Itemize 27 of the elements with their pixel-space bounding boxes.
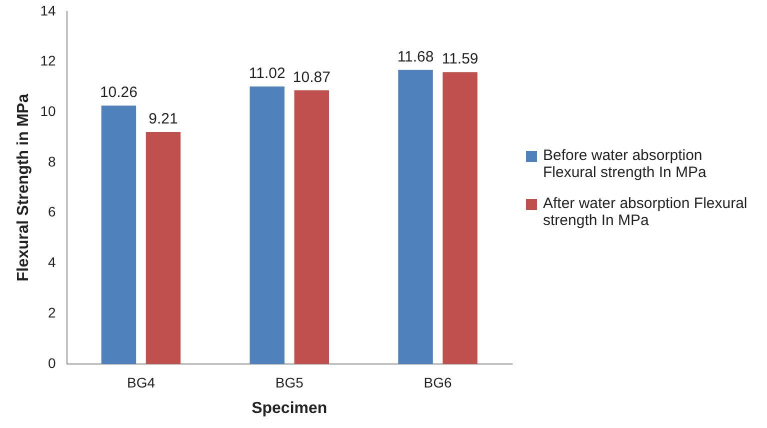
y-tick-label: 2 [48, 304, 56, 320]
data-label: 11.02 [248, 65, 286, 82]
data-label: 10.87 [292, 68, 330, 86]
bar [101, 106, 136, 364]
x-axis-title: Specimen [252, 400, 328, 417]
data-label: 11.59 [442, 50, 478, 68]
data-label: 10.26 [100, 84, 138, 102]
y-axis-title: Flexural Strength in MPa [15, 94, 32, 282]
data-label: 9.21 [148, 110, 178, 128]
bar [442, 72, 478, 364]
x-tick-label: BG6 [424, 374, 452, 390]
y-tick-label: 6 [48, 204, 56, 220]
data-label: 11.68 [397, 48, 434, 66]
bar [146, 132, 181, 364]
legend-label: After water absorption Flexural strength In MPa [543, 194, 748, 229]
y-tick-label: 0 [48, 354, 56, 371]
legend-label: Before water absorption Flexural strength In MPa [543, 146, 708, 181]
y-tick-label: 4 [48, 254, 56, 270]
bar [250, 86, 284, 364]
y-tick-label: 14 [40, 2, 56, 18]
bar [294, 90, 330, 364]
x-tick-label: BG4 [126, 374, 156, 390]
y-tick-label: 12 [40, 52, 56, 69]
y-tick-label: 10 [40, 103, 56, 119]
x-tick-label: BG5 [275, 374, 304, 390]
bar [398, 70, 433, 364]
y-tick-label: 8 [48, 153, 56, 170]
